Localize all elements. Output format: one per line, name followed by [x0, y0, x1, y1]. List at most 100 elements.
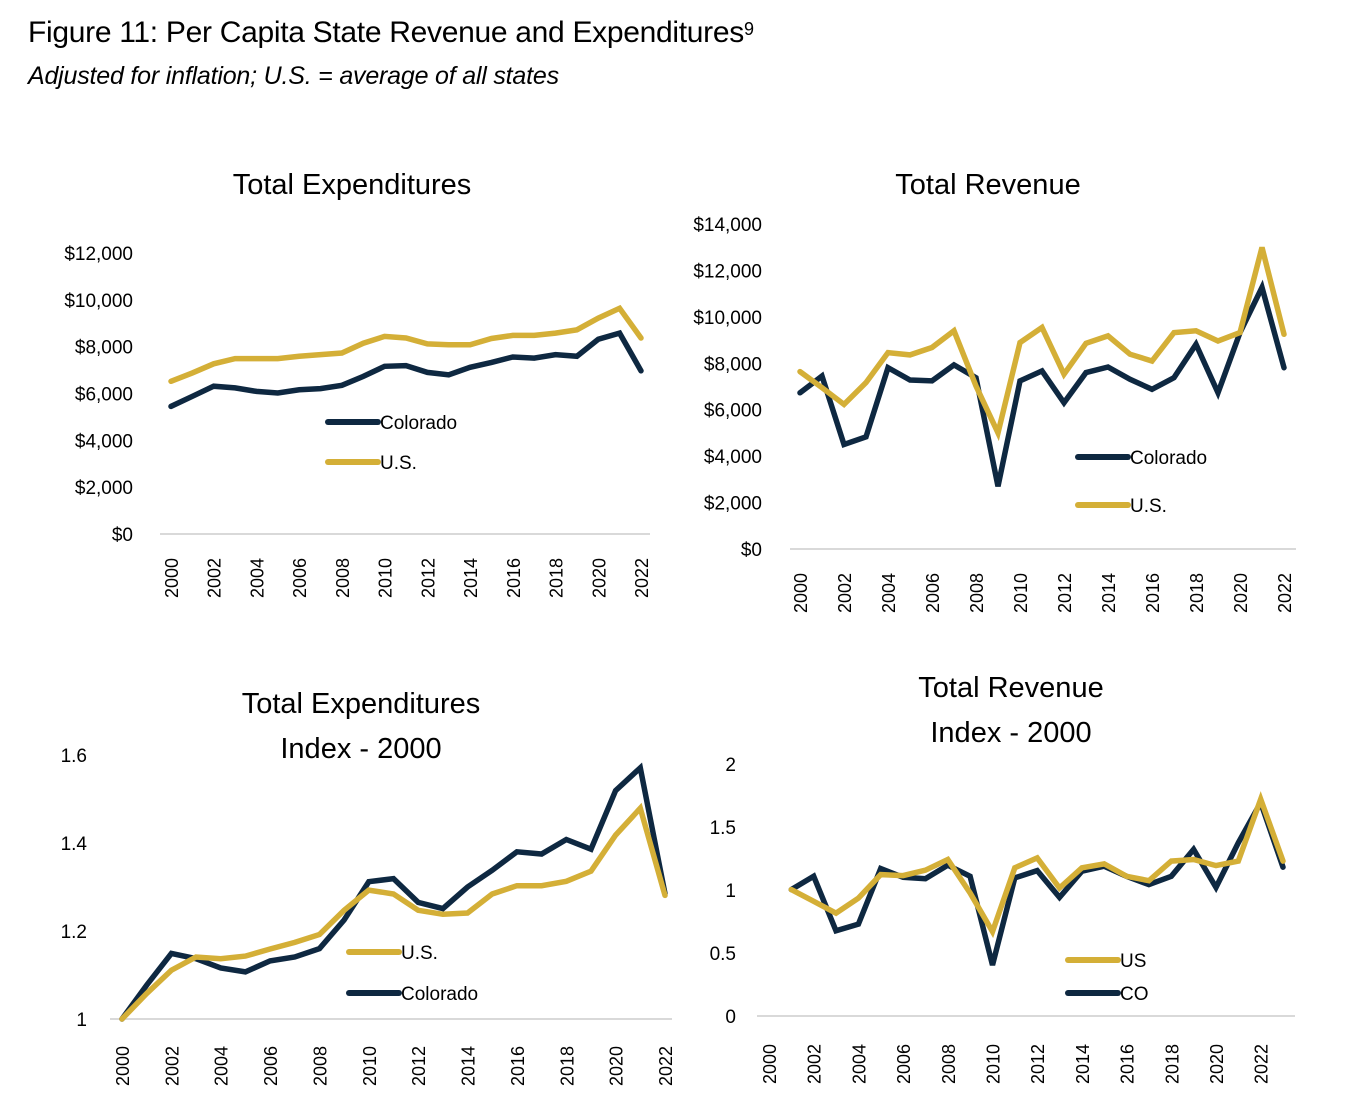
y-tick-label: $12,000 — [693, 261, 762, 282]
legend-label-us: US — [1120, 951, 1146, 972]
legend-label-us: U.S. — [380, 453, 417, 474]
x-tick-label: 2000 — [760, 1044, 780, 1084]
x-tick-label: 2022 — [1252, 1044, 1272, 1084]
x-tick-label: 2002 — [205, 558, 225, 598]
x-tick-label: 2006 — [923, 573, 943, 613]
y-tick-label: 1.6 — [61, 746, 87, 767]
y-tick-label: $8,000 — [75, 338, 133, 359]
chart-expenditures-index: Total Expenditures Index - 2000 1 1.2 1.4 1.6… — [61, 688, 676, 1086]
x-tick-label: 2016 — [508, 1046, 528, 1086]
y-tick-label: 0.5 — [710, 944, 736, 965]
series-line-us — [168, 304, 644, 385]
legend-label-colorado: Colorado — [380, 413, 457, 434]
chart-total-expenditures: Total Expenditures $0 $2,000 $4,000 $6,000 $8… — [64, 169, 652, 598]
x-tick-label: 2020 — [1231, 573, 1251, 613]
x-tick-label: 2022 — [656, 1046, 676, 1086]
x-tick-label: 2004 — [247, 558, 267, 598]
x-tick-label: 2008 — [333, 558, 353, 598]
x-tick-label: 2000 — [162, 558, 182, 598]
x-tick-label: 2008 — [939, 1044, 959, 1084]
y-tick-label: $2,000 — [75, 478, 133, 499]
x-tick-label: 2002 — [835, 573, 855, 613]
x-tick-label: 2020 — [607, 1046, 627, 1086]
x-tick-label: 2002 — [805, 1044, 825, 1084]
y-tick-label: $14,000 — [693, 215, 762, 236]
y-tick-label: 1 — [76, 1010, 87, 1031]
y-tick-label: 1.5 — [710, 818, 736, 839]
chart-title: Index - 2000 — [280, 733, 441, 765]
chart-title: Total Expenditures — [242, 688, 481, 720]
x-tick-label: 2018 — [547, 558, 567, 598]
x-tick-label: 2020 — [589, 558, 609, 598]
x-tick-label: 2004 — [879, 573, 899, 613]
legend-label-colorado: Colorado — [1130, 448, 1207, 469]
x-tick-label: 2010 — [983, 1044, 1003, 1084]
x-tick-label: 2008 — [967, 573, 987, 613]
x-tick-label: 2010 — [376, 558, 396, 598]
y-tick-label: $0 — [741, 540, 762, 561]
footnote-marker: 9 — [743, 19, 754, 39]
x-tick-label: 2000 — [791, 573, 811, 613]
y-tick-label: $4,000 — [704, 447, 762, 468]
x-tick-label: 2018 — [557, 1046, 577, 1086]
x-tick-label: 2004 — [849, 1044, 869, 1084]
y-tick-label: $4,000 — [75, 431, 133, 452]
x-tick-label: 2010 — [1011, 573, 1031, 613]
y-tick-label: $2,000 — [704, 494, 762, 515]
series-line-us — [119, 802, 668, 1022]
x-tick-label: 2006 — [261, 1046, 281, 1086]
y-tick-label: $6,000 — [704, 401, 762, 422]
y-tick-label: $12,000 — [64, 244, 133, 265]
y-tick-label: $10,000 — [64, 291, 133, 312]
x-tick-label: 2006 — [290, 558, 310, 598]
x-tick-label: 2020 — [1207, 1044, 1227, 1084]
series-line-colorado — [797, 279, 1287, 487]
x-tick-label: 2014 — [1099, 573, 1119, 613]
y-tick-label: $0 — [112, 525, 133, 546]
x-tick-label: 2014 — [459, 1046, 479, 1086]
x-tick-label: 2018 — [1162, 1044, 1182, 1084]
series-line-us — [797, 246, 1287, 442]
chart-total-revenue: Total Revenue $0 $2,000 $4,000 $6,000 $8,000 $… — [693, 169, 1296, 613]
x-tick-label: 2022 — [1275, 573, 1295, 613]
y-tick-label: 1 — [725, 881, 736, 902]
x-tick-label: 2012 — [1055, 573, 1075, 613]
y-tick-label: 0 — [725, 1007, 736, 1028]
legend-label-us: U.S. — [1130, 496, 1167, 517]
figure-title-text: Figure 11: Per Capita State Revenue and … — [28, 16, 744, 49]
y-tick-label: 2 — [725, 755, 736, 776]
legend-label-colorado: Colorado — [401, 984, 478, 1005]
series-line-colorado — [168, 329, 644, 410]
chart-title: Index - 2000 — [930, 717, 1091, 749]
x-tick-label: 2004 — [212, 1046, 232, 1086]
legend-label-us: U.S. — [401, 943, 438, 964]
chart-title: Total Revenue — [918, 672, 1103, 704]
x-tick-label: 2000 — [113, 1046, 133, 1086]
series-line-colorado — [788, 795, 1286, 966]
y-tick-label: $8,000 — [704, 354, 762, 375]
x-tick-label: 2014 — [1073, 1044, 1093, 1084]
y-tick-label: $6,000 — [75, 385, 133, 406]
x-tick-label: 2018 — [1187, 573, 1207, 613]
figure-title: Figure 11: Per Capita State Revenue and … — [28, 14, 754, 52]
chart-revenue-index: Total Revenue Index - 2000 0 0.5 1 1.5 2 2000 20… — [710, 672, 1295, 1084]
figure-subtitle: Adjusted for inflation; U.S. = average o… — [28, 62, 559, 90]
legend-label-colorado: CO — [1120, 984, 1149, 1005]
x-tick-label: 2014 — [461, 558, 481, 598]
x-tick-label: 2022 — [632, 558, 652, 598]
x-tick-label: 2012 — [418, 558, 438, 598]
x-tick-label: 2006 — [894, 1044, 914, 1084]
chart-title: Total Expenditures — [233, 169, 472, 201]
x-tick-label: 2016 — [504, 558, 524, 598]
chart-title: Total Revenue — [895, 169, 1080, 201]
x-tick-label: 2012 — [409, 1046, 429, 1086]
y-tick-label: 1.4 — [61, 834, 88, 855]
x-tick-label: 2008 — [310, 1046, 330, 1086]
x-tick-label: 2016 — [1118, 1044, 1138, 1084]
x-tick-label: 2010 — [360, 1046, 380, 1086]
y-tick-label: $10,000 — [693, 308, 762, 329]
x-tick-label: 2002 — [162, 1046, 182, 1086]
y-tick-label: 1.2 — [61, 922, 87, 943]
x-tick-label: 2012 — [1028, 1044, 1048, 1084]
